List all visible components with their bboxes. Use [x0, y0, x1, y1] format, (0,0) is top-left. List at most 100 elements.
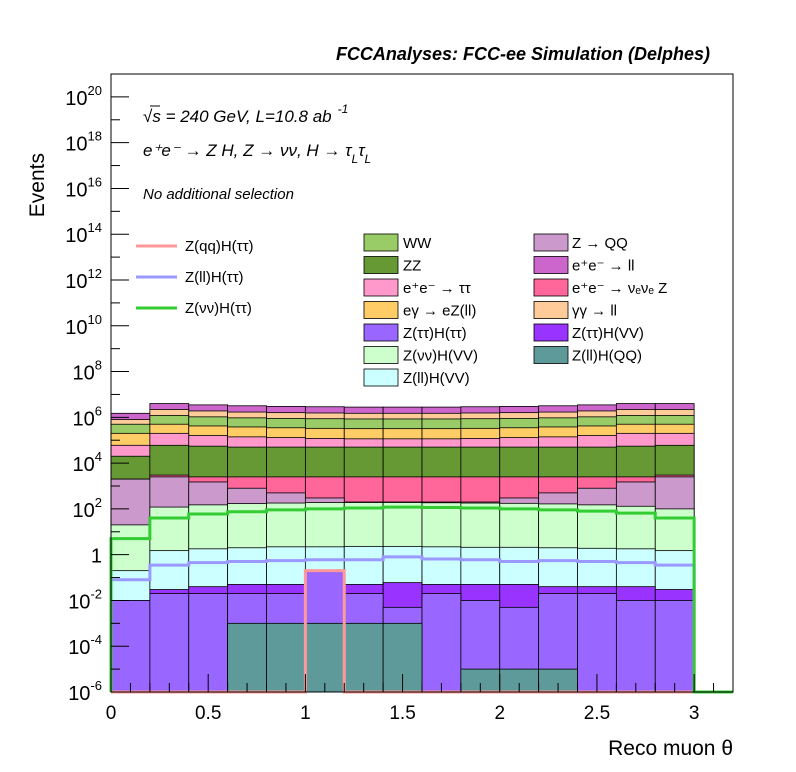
bar-z-ll-h-qq-6 [343, 622, 384, 693]
y-tick-exp: -4 [90, 632, 102, 647]
legend-label-z-ll-h-qq: Z(ll)H(QQ) [572, 348, 642, 365]
legend: Z(qq)H(ττ) Z(ll)H(ττ) Z(νν)H(ττ) WW ZZ e⁺e⁻ →… [136, 233, 667, 387]
stack-bars [110, 403, 695, 693]
annotation-tau2: τ [358, 141, 366, 160]
bar-z-ll-h-qq-5 [304, 622, 345, 693]
legend-swatch-z-qq [533, 233, 569, 252]
legend-swatch-e-ez-ll [363, 301, 399, 319]
y-tick-exp: 10 [88, 312, 102, 327]
y-tick-exp: 8 [95, 358, 102, 373]
y-tick-base: 10 [65, 225, 87, 247]
legend-label-e-e: e⁺e⁻ → ττ [403, 280, 471, 297]
annotation-energy-lumi: √s = 240 GeV, L=10.8 ab -1 [143, 102, 348, 126]
legend-label-z-qq: Z → QQ [572, 235, 628, 252]
y-tick-base: 10 [65, 88, 87, 110]
legend-label-z-h-vv: Z(ττ)H(VV) [572, 325, 644, 342]
y-tick-label: 10-6 [68, 678, 102, 705]
legend-label-z-h-vv: Z(νν)H(VV) [403, 348, 478, 365]
y-tick-base: 10 [68, 591, 90, 613]
legend-label-e-e-ll: e⁺e⁻ → ll [572, 258, 635, 275]
legend-swatch-zz [363, 256, 399, 274]
signal-line-z-ll-h [109, 555, 733, 694]
legend-swatch-e-e-ll [533, 256, 569, 274]
y-tick-label: 1 [91, 546, 102, 568]
y-tick-exp: 6 [95, 403, 102, 418]
legend-label-z-ll-h-vv: Z(ll)H(VV) [403, 370, 470, 387]
annotation-lumi-exp: -1 [338, 102, 349, 116]
x-tick-label: 2 [494, 703, 505, 724]
legend-swatch-z-h-vv [363, 346, 399, 364]
legend-label-ww: WW [403, 235, 432, 252]
y-tick-exp: 18 [88, 129, 102, 144]
y-axis-label: Events [26, 153, 49, 217]
y-tick-label: 1018 [65, 129, 102, 156]
annotation-sub-l2: L [365, 152, 372, 166]
legend-swatch-z-h [363, 323, 399, 342]
y-tick-label: 1014 [65, 220, 102, 247]
y-tick-label: 1012 [65, 266, 102, 293]
bar-z-ll-h-qq-3 [227, 622, 267, 693]
legend-swatch-z-ll-h-vv [363, 368, 399, 387]
y-tick-exp: 16 [88, 174, 102, 189]
legend-label-ll: γγ → ll [572, 303, 617, 320]
y-tick-exp: 4 [95, 449, 102, 464]
bar-z-ll-h-qq-4 [266, 622, 306, 693]
y-tick-base: 10 [73, 363, 95, 385]
stack-layer-z-ll-h-qq [227, 622, 578, 693]
legend-label-z-h: Z(ττ)H(ττ) [403, 325, 467, 342]
bar-z-h-13 [615, 600, 656, 693]
y-tick-base: 10 [65, 134, 87, 156]
y-tick-label: 10-2 [68, 586, 102, 613]
y-tick-label: 1016 [65, 174, 102, 201]
x-tick-label: 1.5 [389, 703, 415, 724]
y-tick-base: 1 [91, 546, 102, 568]
y-tick-base: 10 [65, 179, 87, 201]
y-tick-label: 1010 [65, 312, 102, 339]
y-tick-exp: 20 [88, 83, 102, 98]
annotation-sub-l1: L [352, 152, 359, 166]
x-tick-label: 3 [689, 703, 700, 724]
annotation-selection: No additional selection [143, 186, 294, 203]
y-tick-label: 10-4 [68, 632, 102, 659]
legend-label-z-h: Z(νν)H(ττ) [185, 300, 252, 317]
legend-swatch-ww [363, 233, 399, 252]
x-tick-label: 1 [300, 703, 311, 724]
x-tick-label: 0 [106, 703, 117, 724]
annotation-sqrt: √s [143, 107, 161, 126]
y-tick-base: 10 [73, 500, 95, 522]
y-tick-exp: 14 [88, 220, 102, 235]
y-tick-label: 1020 [65, 83, 102, 110]
y-tick-label: 106 [73, 403, 102, 430]
legend-label-z-ll-h: Z(ll)H(ττ) [185, 269, 244, 286]
signal-line-z-h [109, 505, 733, 694]
y-tick-base: 10 [68, 683, 90, 705]
annotation-process: e⁺e⁻ → Z H, Z → νν, H → τLτL [143, 141, 371, 166]
chart-title: FCCAnalyses: FCC-ee Simulation (Delphes) [336, 44, 710, 64]
annotation-energy: = 240 GeV, L=10.8 ab [161, 107, 332, 126]
legend-label-e-e-z: e⁺e⁻ → νₑνₑ Z [572, 280, 667, 297]
annotation-process-main: e⁺e⁻ → Z H, Z → νν, H → τ [143, 141, 353, 160]
bar-z-ll-h-qq-7 [382, 622, 423, 693]
x-tick-label: 2.5 [584, 703, 610, 724]
x-axis-label: Reco muon θ [608, 737, 733, 760]
x-axis: 0 0.5 1 1.5 2 2.5 3 [106, 674, 734, 724]
y-tick-label: 104 [73, 449, 102, 476]
x-tick-label: 0.5 [195, 703, 221, 724]
y-tick-label: 108 [73, 358, 102, 385]
y-tick-base: 10 [68, 637, 90, 659]
y-tick-label: 102 [73, 495, 102, 522]
legend-swatch-z-h-vv [533, 323, 569, 342]
y-tick-exp: -2 [90, 586, 102, 601]
legend-swatch-ll [533, 301, 569, 319]
bar-z-h-14 [654, 600, 695, 693]
y-tick-base: 10 [65, 317, 87, 339]
legend-label-z-qq-h: Z(qq)H(ττ) [185, 238, 254, 255]
legend-swatch-e-e [363, 278, 399, 297]
y-axis: 10-610-410-21102104106108101010121014101… [65, 73, 129, 705]
bar-z-h-8 [421, 593, 462, 693]
y-tick-exp: -6 [90, 678, 102, 693]
y-tick-base: 10 [65, 271, 87, 293]
y-tick-exp: 2 [95, 495, 102, 510]
